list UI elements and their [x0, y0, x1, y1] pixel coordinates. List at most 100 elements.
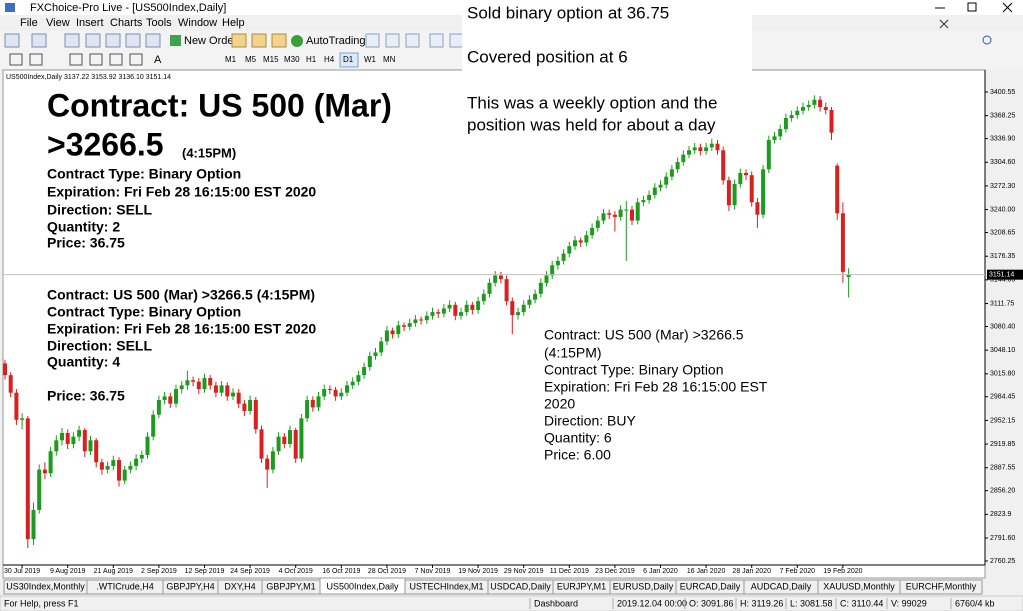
- tab-label[interactable]: US500Index,Daily: [326, 581, 399, 591]
- new-order-button[interactable]: New Order: [184, 35, 238, 47]
- candle-body: [555, 260, 560, 266]
- candle-body: [265, 458, 270, 470]
- candle-body: [812, 99, 817, 105]
- candle-body: [818, 99, 823, 108]
- y-tick-label: 2984.45: [990, 394, 1015, 401]
- candle-body: [3, 363, 7, 376]
- contract-line: (4:15PM): [544, 345, 602, 361]
- candle-body: [801, 107, 805, 111]
- chart-close[interactable]: [939, 19, 949, 29]
- period-button[interactable]: D1: [343, 55, 354, 64]
- search-icon[interactable]: [982, 35, 992, 45]
- tab-label[interactable]: AUDCAD,Daily: [751, 581, 812, 591]
- tab-label[interactable]: USDCAD,Daily: [490, 581, 551, 591]
- status-item: For Help, press F1: [4, 598, 79, 608]
- candle-body: [744, 172, 748, 176]
- candle-body: [162, 396, 167, 401]
- candle-body: [213, 385, 218, 393]
- tab-label[interactable]: EURCHF,Monthly: [906, 581, 977, 591]
- tab-label[interactable]: GBPJPY,H4: [166, 581, 214, 591]
- tab-label[interactable]: .WTICrude,H4: [96, 581, 154, 591]
- candle-body: [117, 460, 121, 481]
- toolbar-icon[interactable]: [85, 33, 101, 48]
- candle-body: [14, 392, 19, 420]
- toolbar-icon[interactable]: [4, 33, 20, 48]
- tool-icon[interactable]: [129, 53, 143, 66]
- autotrading-icon[interactable]: [291, 35, 303, 47]
- x-tick-label: 28 Oct 2019: [368, 568, 406, 575]
- x-tick-label: 6 Jan 2020: [643, 568, 678, 575]
- period-button[interactable]: H4: [324, 55, 335, 64]
- period-button[interactable]: M5: [245, 55, 257, 64]
- candle-body: [567, 246, 572, 254]
- candle-body: [390, 330, 395, 335]
- period-button[interactable]: W1: [364, 55, 377, 64]
- close-btn[interactable]: [1002, 2, 1013, 13]
- menu-item[interactable]: Tools: [146, 17, 172, 29]
- period-button[interactable]: H1: [306, 55, 317, 64]
- candle-body: [65, 432, 70, 444]
- last-price-label: 3151.14: [989, 272, 1014, 279]
- autotrading-button[interactable]: AutoTrading: [306, 35, 366, 47]
- chart-tabs: US30Index,Monthly .WTICrude,H4 GBPJPY,H4 DX…: [3, 577, 983, 595]
- period-button[interactable]: MN: [383, 55, 396, 64]
- y-tick-label: 2791.60: [990, 535, 1015, 542]
- menu-item[interactable]: View: [46, 17, 70, 29]
- tab-label[interactable]: EURCAD,Daily: [680, 581, 741, 591]
- toolbar-icon[interactable]: [385, 33, 400, 48]
- toolbar-icon[interactable]: [251, 33, 267, 48]
- contract-title: Contract: US 500 (Mar): [47, 87, 392, 123]
- candle-body: [573, 240, 577, 247]
- x-tick-label: 16 Oct 2019: [322, 568, 360, 575]
- candle-body: [236, 392, 241, 404]
- candle-body: [384, 330, 389, 342]
- toolbar-icon[interactable]: [64, 33, 80, 48]
- toolbar-icon[interactable]: [145, 33, 161, 48]
- tab-label[interactable]: GBPJPY,M1: [266, 581, 315, 591]
- toolbar-icon[interactable]: [405, 33, 420, 48]
- toolbar-icon[interactable]: [429, 33, 444, 48]
- candle-body: [738, 172, 743, 184]
- tool-icon[interactable]: [109, 53, 123, 66]
- menu-item[interactable]: Insert: [76, 17, 104, 29]
- tab-label[interactable]: US30Index,Monthly: [6, 581, 85, 591]
- tool-icon[interactable]: [29, 53, 43, 66]
- candle-body: [139, 454, 144, 459]
- menu-item[interactable]: Charts: [110, 17, 143, 29]
- candle-body: [185, 380, 190, 386]
- text-tool[interactable]: A: [154, 54, 162, 66]
- candle-body: [367, 356, 372, 368]
- toolbar-icon[interactable]: [31, 33, 47, 48]
- tool-icon[interactable]: [9, 53, 23, 66]
- tab-label[interactable]: EURJPY,M1: [557, 581, 606, 591]
- menu-item[interactable]: Help: [222, 17, 245, 29]
- tab-label[interactable]: USTECHIndex,M1: [409, 581, 483, 591]
- new-order-icon[interactable]: [170, 35, 181, 46]
- tab-label[interactable]: EURUSD,Daily: [613, 581, 674, 591]
- candle-body: [71, 436, 76, 444]
- window-controls[interactable]: [935, 2, 1013, 13]
- candle-body: [618, 209, 623, 217]
- tab-label[interactable]: DXY,H4: [224, 581, 255, 591]
- candle-body: [191, 380, 196, 382]
- period-button[interactable]: M30: [284, 55, 300, 64]
- toolbar-icon[interactable]: [365, 33, 380, 48]
- toolbar-icon[interactable]: [271, 33, 287, 48]
- tool-icon[interactable]: [89, 53, 103, 66]
- period-button[interactable]: M1: [225, 55, 237, 64]
- menu-item[interactable]: Window: [178, 17, 217, 29]
- last-price-box: [987, 269, 1023, 280]
- status-items: For Help, press F1 Dashboard 2019.12.04 00…: [4, 598, 995, 609]
- toolbar-icon[interactable]: [125, 33, 141, 48]
- candle-body: [806, 104, 811, 108]
- active-period[interactable]: [339, 52, 359, 68]
- toolbar-icon[interactable]: [231, 33, 247, 48]
- tab[interactable]: [899, 579, 983, 595]
- toolbar-icon[interactable]: [105, 33, 121, 48]
- period-button[interactable]: M15: [263, 55, 279, 64]
- restore-btn[interactable]: [967, 2, 977, 12]
- toolbar-icon[interactable]: [449, 33, 464, 48]
- menu-item[interactable]: File: [20, 17, 38, 29]
- tab-label[interactable]: XAUUSD,Monthly: [823, 581, 895, 591]
- tool-icon[interactable]: [69, 53, 83, 66]
